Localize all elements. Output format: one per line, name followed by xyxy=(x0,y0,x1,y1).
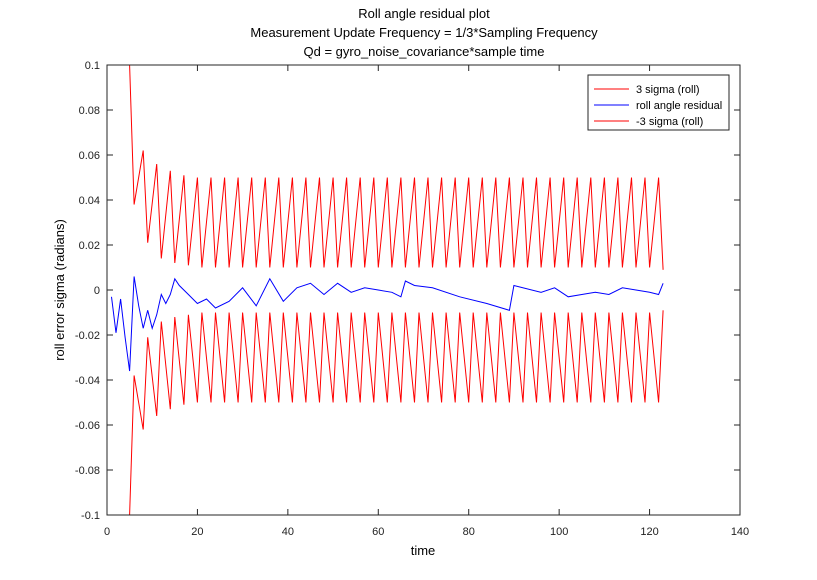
title-line-2: Measurement Update Frequency = 1/3*Sampl… xyxy=(250,25,598,40)
x-tick-label: 120 xyxy=(640,526,658,538)
x-tick-label: 20 xyxy=(191,526,203,538)
series-line-2-roll-angle-residual xyxy=(111,276,664,372)
legend-label: 3 sigma (roll) xyxy=(636,84,700,96)
y-tick-label: 0.04 xyxy=(79,195,100,207)
y-axis-label: roll error sigma (radians) xyxy=(52,219,67,361)
y-tick-label: 0 xyxy=(94,285,100,297)
y-tick-label: -0.08 xyxy=(75,465,100,477)
legend-label: -3 sigma (roll) xyxy=(636,116,703,128)
legend: 3 sigma (roll) roll angle residual -3 sigm… xyxy=(587,74,730,131)
y-tick-label: 0.06 xyxy=(79,150,100,162)
x-axis-label: time xyxy=(411,543,436,558)
plot-area xyxy=(107,65,740,515)
x-tick-label: 40 xyxy=(282,526,294,538)
legend-label: roll angle residual xyxy=(636,100,722,112)
legend-box xyxy=(587,74,730,131)
x-tick-label: 0 xyxy=(104,526,110,538)
y-tick-label: -0.04 xyxy=(75,375,100,387)
series-line-3-3-sigma-roll xyxy=(129,310,664,516)
x-tick-label: 60 xyxy=(372,526,384,538)
y-tick-label: -0.1 xyxy=(81,510,100,522)
chart-title: Roll angle residual plot Measurement Upd… xyxy=(250,6,598,59)
series-layer xyxy=(111,64,664,516)
title-line-3: Qd = gyro_noise_covariance*sample time xyxy=(304,44,545,59)
y-tick-label: 0.1 xyxy=(85,60,100,72)
x-tick-label: 140 xyxy=(731,526,749,538)
y-tick-label: 0.08 xyxy=(79,105,100,117)
x-tick-label: 80 xyxy=(463,526,475,538)
title-line-1: Roll angle residual plot xyxy=(358,6,490,21)
y-tick-label: -0.02 xyxy=(75,330,100,342)
x-tick-label: 100 xyxy=(550,526,568,538)
y-tick-label: 0.02 xyxy=(79,240,100,252)
x-axis: 0 20 40 60 80 100 120 140 xyxy=(104,65,749,538)
series-line-1-3-sigma-roll xyxy=(129,64,664,270)
y-tick-label: -0.06 xyxy=(75,420,100,432)
y-axis: -0.1 -0.08 -0.06 -0.04 -0.02 0 0.02 0.04 0.06 0.0… xyxy=(75,60,740,522)
